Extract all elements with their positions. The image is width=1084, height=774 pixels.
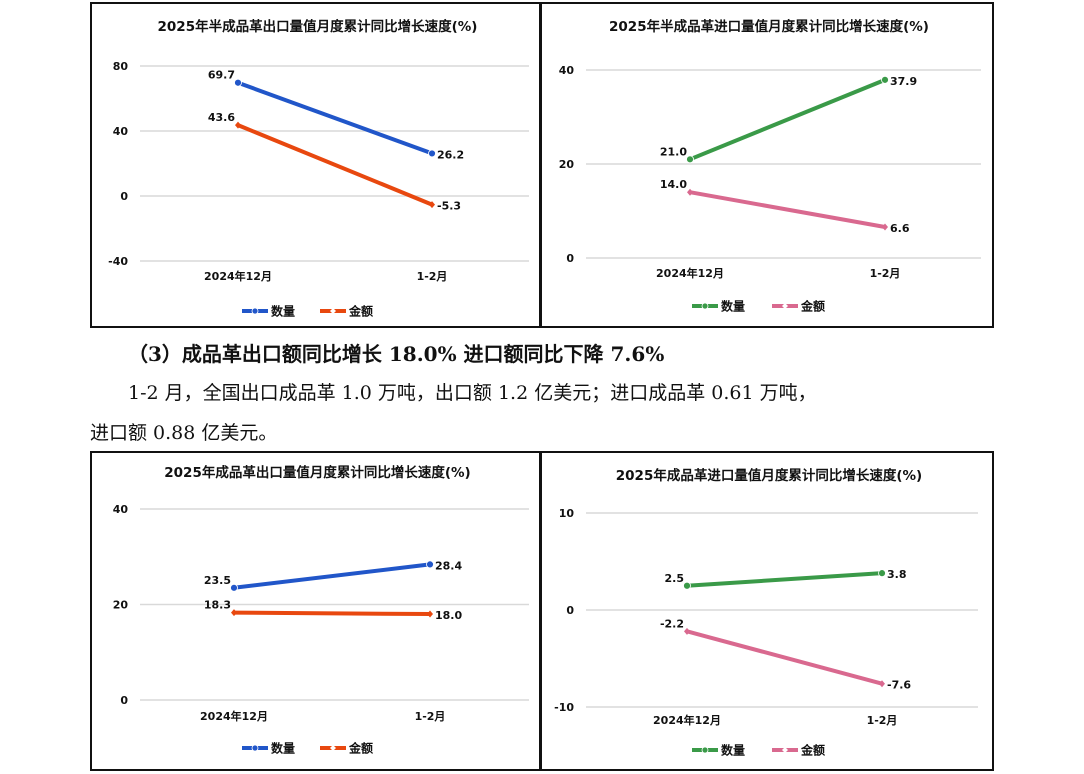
- series-line-金额: [686, 629, 883, 686]
- data-point: [234, 78, 242, 87]
- data-label: 3.8: [887, 568, 907, 581]
- data-label: -2.2: [660, 617, 684, 630]
- data-label: 23.5: [204, 574, 231, 587]
- data-point: [683, 581, 691, 590]
- chart-svg: 2025年半成品革进口量值月度累计同比增长速度(%) 40 20 0 2024年12月 1…: [559, 18, 981, 314]
- legend-marker: [782, 303, 788, 309]
- data-point: [426, 560, 434, 569]
- data-point: [427, 610, 433, 618]
- series-line-金额: [689, 190, 886, 229]
- x-tick-label: 1-2月: [870, 267, 901, 280]
- x-tick-label: 2024年12月: [200, 709, 268, 723]
- legend-marker: [701, 302, 709, 310]
- data-point: [235, 121, 241, 129]
- x-tick-label: 2024年12月: [653, 713, 721, 727]
- x-tick-label: 1-2月: [415, 710, 446, 723]
- paragraph-line-1: 1-2 月，全国出口成品革 1.0 万吨，出口额 1.2 亿美元；进口成品革 0…: [128, 382, 817, 404]
- x-tick-label: 2024年12月: [204, 269, 272, 283]
- data-label: 28.4: [435, 559, 462, 572]
- y-tick-label: 80: [113, 60, 129, 73]
- chart-finished-import: 2025年成品革进口量值月度累计同比增长速度(%) 10 0 -10 2024年12月 1…: [540, 451, 994, 771]
- x-tick-label: 1-2月: [417, 270, 448, 283]
- data-point: [879, 680, 885, 688]
- chart-title: 2025年半成品革出口量值月度累计同比增长速度(%): [158, 18, 478, 35]
- series-line-数量: [237, 80, 433, 156]
- y-tick-label: 40: [113, 503, 129, 516]
- legend-marker: [330, 308, 336, 314]
- data-label: -5.3: [437, 200, 461, 213]
- paragraph-line-2: 进口额 0.88 亿美元。: [90, 422, 278, 444]
- series-line-金额: [233, 610, 431, 617]
- y-tick-label: 40: [559, 64, 575, 77]
- data-label: 14.0: [660, 178, 687, 191]
- legend-label: 金额: [348, 741, 373, 756]
- data-label: 6.6: [890, 222, 910, 235]
- x-tick-label: 1-2月: [867, 714, 898, 727]
- chart-title: 2025年半成品革进口量值月度累计同比增长速度(%): [609, 18, 929, 35]
- legend-marker: [701, 746, 709, 754]
- data-point: [882, 223, 888, 231]
- series-line-数量: [689, 78, 886, 162]
- data-label: 69.7: [208, 69, 235, 82]
- data-label: 26.2: [437, 148, 464, 161]
- chart-semi-finished-import: 2025年半成品革进口量值月度累计同比增长速度(%) 40 20 0 2024年12月 1…: [540, 2, 994, 328]
- data-point: [684, 627, 690, 635]
- legend-marker: [251, 744, 259, 752]
- data-point: [428, 149, 436, 158]
- data-label: 18.3: [204, 599, 231, 612]
- legend-label: 金额: [800, 743, 825, 758]
- x-tick-label: 2024年12月: [656, 266, 724, 280]
- chart-semi-finished-export: 2025年半成品革出口量值月度累计同比增长速度(%) 80 40 0 -40 2024年1…: [90, 2, 541, 328]
- data-point: [429, 201, 435, 209]
- y-tick-label: 40: [113, 125, 129, 138]
- series-line-数量: [686, 571, 883, 588]
- legend-label: 金额: [348, 304, 373, 319]
- legend-label: 数量: [721, 743, 745, 758]
- legend-label: 数量: [271, 304, 295, 319]
- data-point: [687, 188, 693, 196]
- y-tick-label: 0: [566, 604, 574, 617]
- chart-svg: 2025年半成品革出口量值月度累计同比增长速度(%) 80 40 0 -40 2024年1…: [108, 18, 529, 319]
- chart-title: 2025年成品革出口量值月度累计同比增长速度(%): [164, 464, 470, 481]
- legend-marker: [782, 747, 788, 753]
- chart-svg: 2025年成品革出口量值月度累计同比增长速度(%) 40 20 0 2024年12月 1-…: [113, 464, 529, 756]
- y-tick-label: 0: [566, 252, 574, 265]
- data-label: 2.5: [665, 572, 685, 585]
- data-label: -7.6: [887, 679, 911, 692]
- legend-marker: [251, 307, 259, 315]
- y-tick-label: -40: [108, 255, 128, 268]
- y-tick-label: 10: [559, 507, 575, 520]
- chart-title: 2025年成品革进口量值月度累计同比增长速度(%): [616, 467, 922, 484]
- chart-finished-export: 2025年成品革出口量值月度累计同比增长速度(%) 40 20 0 2024年12月 1-…: [90, 451, 541, 771]
- data-label: 43.6: [208, 111, 235, 124]
- y-tick-label: 0: [120, 190, 128, 203]
- legend-marker: [330, 745, 336, 751]
- data-point: [231, 609, 237, 617]
- series-line-数量: [233, 562, 431, 590]
- y-tick-label: 0: [120, 694, 128, 707]
- y-tick-label: -10: [554, 701, 574, 714]
- legend-label: 数量: [271, 741, 295, 756]
- data-point: [878, 569, 886, 578]
- data-label: 37.9: [890, 75, 917, 88]
- legend-label: 数量: [721, 299, 745, 314]
- section-heading: （3）成品革出口额同比增长 18.0% 进口额同比下降 7.6%: [128, 342, 665, 366]
- chart-svg: 2025年成品革进口量值月度累计同比增长速度(%) 10 0 -10 2024年12月 1…: [554, 467, 978, 758]
- data-label: 18.0: [435, 609, 462, 622]
- data-point: [686, 155, 694, 164]
- y-tick-label: 20: [113, 599, 129, 612]
- data-point: [230, 583, 238, 592]
- y-tick-label: 20: [559, 158, 575, 171]
- series-line-金额: [237, 123, 433, 207]
- data-label: 21.0: [660, 145, 687, 158]
- data-point: [881, 75, 889, 84]
- legend-label: 金额: [800, 299, 825, 314]
